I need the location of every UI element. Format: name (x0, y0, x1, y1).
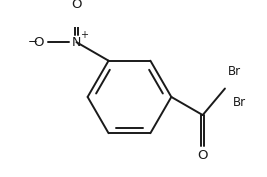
Text: Br: Br (228, 65, 241, 78)
Text: O: O (33, 36, 44, 49)
Text: Br: Br (233, 96, 246, 109)
Text: +: + (80, 30, 88, 40)
Text: O: O (71, 0, 82, 11)
Text: N: N (72, 36, 81, 49)
Text: O: O (198, 149, 208, 162)
Text: −: − (28, 35, 38, 48)
